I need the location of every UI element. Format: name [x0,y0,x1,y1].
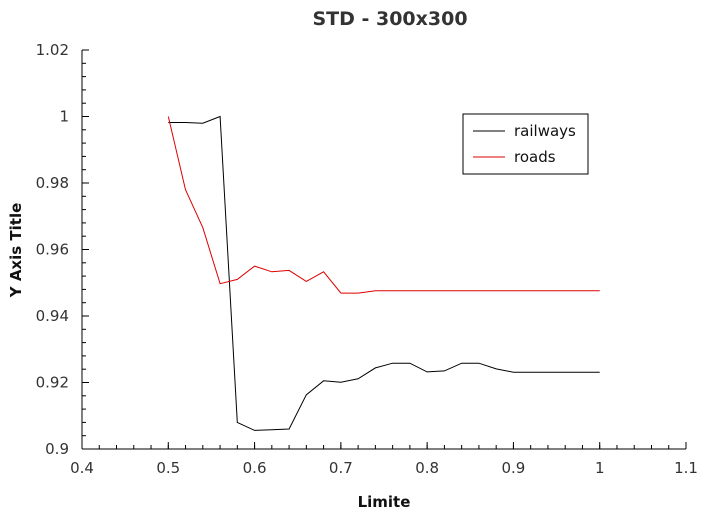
tick-marks [81,49,687,450]
x-tick-label: 1 [595,459,605,477]
tick-labels: 0.4 0.5 0.6 0.7 0.8 0.9 1 1.1 0.9 0.92 0.94 0.96 0.9… [36,41,698,477]
y-axis-title: Y Axis Title [7,203,25,299]
x-tick-label: 0.5 [156,459,180,477]
series-lines [167,115,600,431]
y-tick-label: 0.96 [36,241,69,259]
legend-box [462,113,589,175]
y-tick-label: 1 [59,108,69,126]
legend-label-roads: roads [514,148,556,166]
chart-title: STD - 300x300 [312,8,467,30]
y-tick-label: 0.98 [36,174,69,192]
x-tick-label: 0.7 [329,459,353,477]
legend-label-railways: railways [514,122,576,140]
x-tick-label: 0.4 [70,459,94,477]
x-tick-label: 0.6 [243,459,267,477]
y-tick-label: 1.02 [36,41,69,59]
y-tick-label: 0.92 [36,374,69,392]
x-axis-title: Limite [358,493,411,511]
x-tick-label: 1.1 [674,459,698,477]
series-line-railways [168,115,600,431]
y-tick-label: 0.9 [45,440,69,458]
series-line-roads [167,116,600,294]
x-tick-label: 0.8 [415,459,439,477]
x-tick-label: 0.9 [501,459,525,477]
y-tick-label: 0.94 [36,307,69,325]
legend: railways roads [462,113,589,175]
